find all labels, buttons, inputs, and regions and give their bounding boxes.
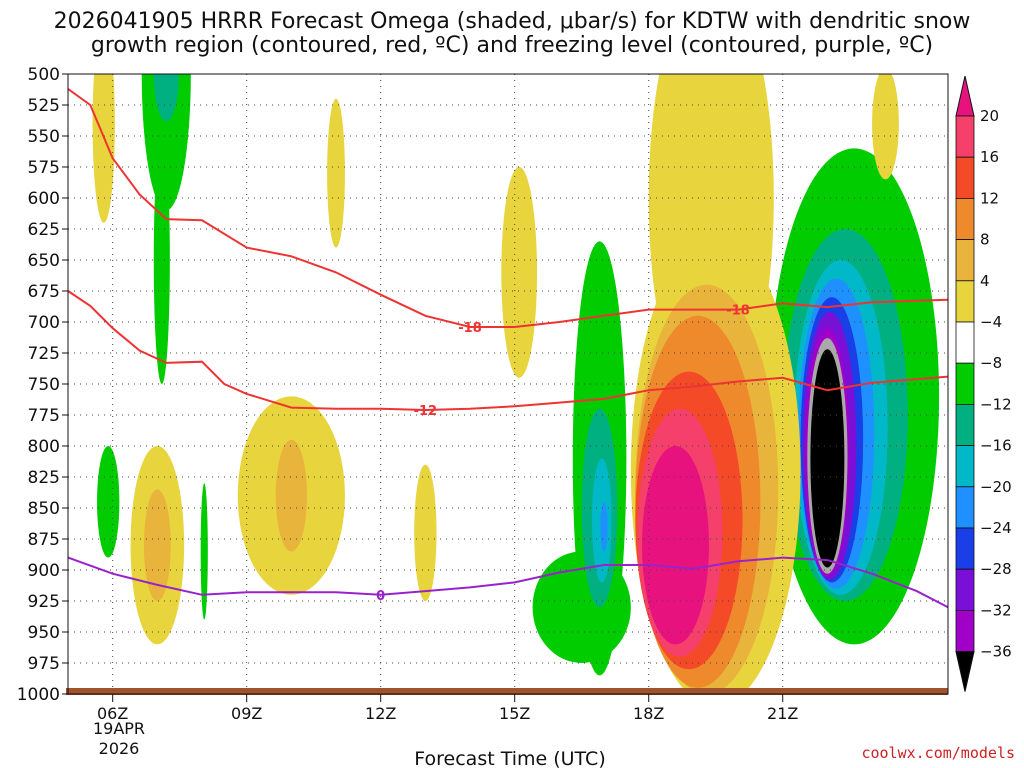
y-tick-label-775: 775 <box>28 406 60 426</box>
colorbar-seg-6 <box>955 362 975 405</box>
omega-neg-column-early <box>153 136 170 384</box>
y-tick-label-700: 700 <box>28 313 60 333</box>
colorbar-seg-5 <box>955 321 975 364</box>
omega-neg-upper-early <box>141 74 191 211</box>
colorbar-label-2: 12 <box>980 189 999 207</box>
x-axis-label: Forecast Time (UTC) <box>414 748 605 768</box>
y-tick-label-600: 600 <box>28 189 60 209</box>
colorbar: 20 16 12 8 4 −4 −8 −12 −16 −20 −24 −28 −32 −36 <box>955 75 1012 692</box>
colorbar-label-1: 16 <box>980 148 999 166</box>
colorbar-label-0: 20 <box>980 107 999 125</box>
y-tick-label-900: 900 <box>28 561 60 581</box>
x-tick-label-18Z: 18Z <box>633 704 664 723</box>
contour-labels: -18 -18 -12 0 <box>376 304 750 604</box>
isotherm-contours <box>68 88 948 609</box>
omega-pos-upper-mid <box>327 98 345 248</box>
colorbar-label-11: −28 <box>980 560 1012 578</box>
contour-label-0-0: -18 <box>458 321 482 336</box>
omega-neg-low-early <box>97 446 120 558</box>
colorbar-label-5: −4 <box>980 313 1002 331</box>
omega-neg-sliver <box>200 483 208 620</box>
y-tick-label-575: 575 <box>28 158 60 178</box>
x-tick-label-06Z: 06Z <box>97 704 128 723</box>
contour-line-0 <box>68 88 948 328</box>
colorbar-seg-4 <box>955 280 975 323</box>
omega-shading <box>92 74 940 694</box>
colorbar-label-9: −20 <box>980 478 1012 496</box>
omega-neg-column-mid-20 <box>600 501 608 552</box>
date-label-day: 19APR <box>93 719 145 738</box>
y-tick-label-975: 975 <box>28 654 60 674</box>
colorbar-label-8: −16 <box>980 437 1012 455</box>
y-tick-label-675: 675 <box>28 282 60 302</box>
omega-pos-main-core <box>642 446 710 645</box>
y-tick-label-550: 550 <box>28 127 60 147</box>
contour-line-1 <box>68 290 948 412</box>
y-tick-label-800: 800 <box>28 437 60 457</box>
x-tick-label-15Z: 15Z <box>499 704 530 723</box>
y-tick-label-950: 950 <box>28 623 60 643</box>
colorbar-seg-10 <box>955 527 975 570</box>
omega-pos-mid <box>501 167 538 378</box>
y-tick-label-525: 525 <box>28 96 60 116</box>
chart-title-line2: growth region (contoured, red, ºC) and f… <box>90 33 934 58</box>
y-tick-label-875: 875 <box>28 530 60 550</box>
chart-title-line1: 2026041905 HRRR Forecast Omega (shaded, … <box>53 9 971 34</box>
x-tick-label-12Z: 12Z <box>365 704 396 723</box>
colorbar-label-10: −24 <box>980 519 1012 537</box>
contour-label-2-0: 0 <box>376 589 385 604</box>
contour-label-1-0: -12 <box>414 404 438 419</box>
gridlines <box>68 74 948 694</box>
colorbar-seg-12 <box>955 610 975 653</box>
omega-neg-late-core <box>810 349 845 568</box>
y-axis: 500 525 550 575 600 625 650 675 700 725 750 775 800 8… <box>17 65 68 705</box>
colorbar-label-12: −32 <box>980 601 1012 619</box>
omega-pos-low-early-core <box>143 489 171 601</box>
y-tick-label-625: 625 <box>28 220 60 240</box>
y-tick-label-725: 725 <box>28 344 60 364</box>
y-tick-label-925: 925 <box>28 592 60 612</box>
colorbar-seg-9 <box>955 486 975 529</box>
x-axis: 06Z 09Z 12Z 15Z 18Z 21Z <box>97 694 798 723</box>
colorbar-seg-11 <box>955 568 975 611</box>
date-label-year: 2026 <box>99 739 140 758</box>
credit-text: coolwx.com/models <box>861 744 1015 762</box>
y-tick-label-1000: 1000 <box>17 685 60 705</box>
colorbar-over-neg <box>955 651 975 692</box>
omega-pos-upper-late <box>872 74 899 180</box>
colorbar-label-4: 4 <box>980 272 990 290</box>
y-tick-label-500: 500 <box>28 65 60 85</box>
omega-neg-upper-early-core <box>153 74 179 122</box>
y-tick-label-825: 825 <box>28 468 60 488</box>
colorbar-seg-8 <box>955 445 975 488</box>
y-tick-label-650: 650 <box>28 251 60 271</box>
colorbar-seg-3 <box>955 239 975 282</box>
omega-pos-small <box>414 464 437 601</box>
colorbar-seg-7 <box>955 403 975 446</box>
contour-label-0-1: -18 <box>726 304 750 319</box>
x-tick-label-21Z: 21Z <box>767 704 798 723</box>
colorbar-seg-2 <box>955 197 975 240</box>
colorbar-label-3: 8 <box>980 231 990 249</box>
y-tick-label-750: 750 <box>28 375 60 395</box>
colorbar-label-6: −8 <box>980 354 1002 372</box>
y-tick-label-850: 850 <box>28 499 60 519</box>
colorbar-label-13: −36 <box>980 643 1012 661</box>
omega-pos-upper-early <box>92 74 115 223</box>
ground-surface <box>66 688 948 695</box>
omega-pos-low-mid-core <box>275 439 307 552</box>
colorbar-seg-0 <box>955 115 975 158</box>
contour-line-2 <box>68 556 948 609</box>
colorbar-label-7: −12 <box>980 395 1012 413</box>
colorbar-seg-1 <box>955 156 975 199</box>
colorbar-over-pos <box>955 75 975 117</box>
x-tick-label-09Z: 09Z <box>231 704 262 723</box>
